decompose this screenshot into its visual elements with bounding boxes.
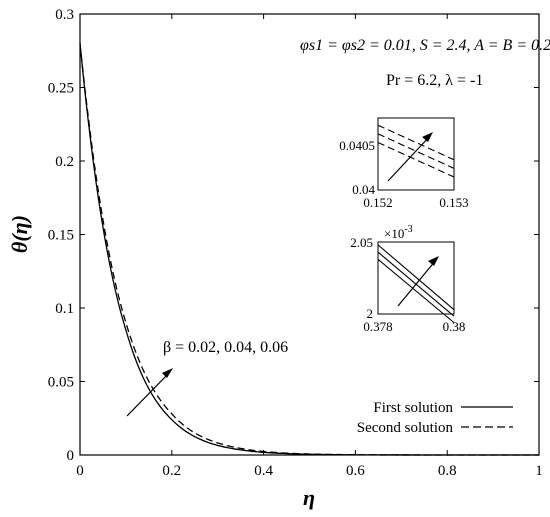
y-tick-label: 0.3: [55, 7, 74, 23]
inset1-curve-1: [377, 133, 455, 169]
params-line-2: Pr = 6.2, λ = -1: [386, 72, 483, 89]
inset2-xtick-0: 0.378: [363, 319, 392, 334]
legend: First solution Second solution: [357, 400, 513, 436]
y-tick-label: 0.15: [48, 228, 74, 244]
x-axis-label: η: [303, 485, 315, 510]
inset1-curve-0: [377, 124, 455, 161]
inset2-arrow-head: [428, 256, 439, 266]
y-tick-label: 0.05: [48, 375, 74, 391]
inset2-ytick-1: 2.05: [350, 235, 373, 250]
inset1-arrow: [387, 135, 431, 182]
beta-label: β = 0.02, 0.04, 0.06: [163, 339, 288, 356]
x-tick-label: 1: [535, 463, 543, 479]
beta-arrow: [126, 371, 171, 417]
inset1-ytick-1: 0.0405: [339, 138, 375, 153]
legend-label-first: First solution: [373, 400, 453, 416]
inset2-curve-0: [377, 244, 455, 311]
y-tick-label: 0: [67, 448, 75, 464]
main-axes: 0 0.2 0.4 0.6 0.8 1 0 0.05 0.1 0.15 0.2 0.25 0.3: [48, 7, 543, 479]
inset2-frame: [377, 241, 455, 315]
main-series: [79, 43, 539, 456]
inset2-curve-2: [377, 258, 455, 324]
legend-label-second: Second solution: [357, 420, 454, 436]
x-tick-label: 0.8: [438, 463, 457, 479]
inset2-scale-label: ×10-3: [384, 224, 413, 241]
x-tick-label: 0.4: [254, 463, 273, 479]
beta-arrow-head: [162, 368, 173, 378]
x-tick-label: 0.6: [346, 463, 365, 479]
params-line-1: φs1 = φs2 = 0.01, S = 2.4, A = B = 0.2: [300, 37, 550, 54]
inset1-series: [377, 124, 455, 178]
inset1-xtick-1: 0.153: [439, 195, 468, 210]
inset2-xtick-1: 0.38: [443, 319, 466, 334]
second-solution-line: [79, 43, 539, 456]
inset1-curve-2: [377, 141, 455, 178]
x-tick-label: 0: [76, 463, 84, 479]
inset1-ytick-0: 0.04: [352, 182, 375, 197]
y-tick-label: 0.1: [55, 301, 74, 317]
inset1-arrow-head: [422, 132, 433, 142]
x-tick-label: 0.2: [162, 463, 181, 479]
y-tick-label: 0.25: [48, 81, 74, 97]
inset2-ytick-0: 2: [367, 306, 374, 321]
y-axis-label: θ(η): [7, 215, 32, 253]
y-tick-label: 0.2: [55, 154, 74, 170]
inset1-xtick-0: 0.152: [363, 195, 392, 210]
inset2-arrow: [397, 259, 437, 307]
